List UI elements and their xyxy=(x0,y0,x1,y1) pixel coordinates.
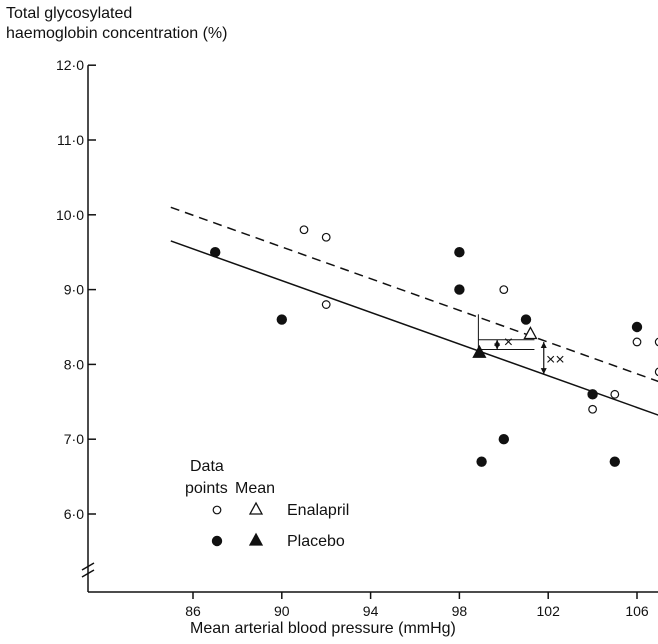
axes: 6·07·08·09·010·011·012·08690949810210611… xyxy=(56,57,658,619)
annotation-arrow-xx-head xyxy=(541,342,547,348)
data-point-enalapril xyxy=(500,286,508,294)
x-tick-label: 94 xyxy=(363,603,379,619)
legend-label-placebo: Placebo xyxy=(287,533,345,550)
y-tick-label: 8·0 xyxy=(64,356,84,372)
data-point-placebo xyxy=(211,248,220,257)
regression-lines xyxy=(171,207,658,439)
legend-header-points: points xyxy=(185,480,228,497)
legend-marker-placebo-point xyxy=(212,536,221,545)
legend-label-enalapril: Enalapril xyxy=(287,502,349,519)
y-tick-label: 7·0 xyxy=(64,431,84,447)
data-point-enalapril xyxy=(322,301,330,309)
data-point-enalapril xyxy=(300,226,308,234)
x-tick-label: 106 xyxy=(625,603,649,619)
annotations: ××× xyxy=(478,314,564,374)
y-tick-label: 6·0 xyxy=(64,506,84,522)
legend-marker-enalapril-mean xyxy=(250,503,262,514)
data-point-placebo xyxy=(499,435,508,444)
data-points xyxy=(211,226,658,466)
regression-line-placebo xyxy=(171,241,658,439)
annotation-x: × xyxy=(504,334,513,351)
data-point-placebo xyxy=(632,322,641,331)
x-tick-label: 86 xyxy=(185,603,201,619)
data-point-placebo xyxy=(521,315,530,324)
annotation-arrow-x-head xyxy=(494,343,500,349)
data-point-placebo xyxy=(477,457,486,466)
data-point-placebo xyxy=(588,390,597,399)
data-point-enalapril xyxy=(633,338,641,346)
legend-marker-enalapril-point xyxy=(213,506,221,514)
legend-header-mean: Mean xyxy=(235,480,275,497)
data-point-placebo xyxy=(455,285,464,294)
mean-marker-enalapril xyxy=(524,327,536,338)
x-tick-label: 98 xyxy=(452,603,468,619)
mean-marker-placebo xyxy=(473,346,485,357)
data-point-enalapril xyxy=(589,405,597,413)
y-tick-label: 10·0 xyxy=(56,207,84,223)
data-point-enalapril xyxy=(611,391,619,399)
x-tick-label: 90 xyxy=(274,603,290,619)
y-tick-label: 11·0 xyxy=(57,132,84,148)
data-point-placebo xyxy=(455,248,464,257)
legend-marker-placebo-mean xyxy=(250,534,262,545)
y-tick-label: 12·0 xyxy=(56,57,84,73)
x-tick-label: 102 xyxy=(537,603,561,619)
regression-line-enalapril xyxy=(171,207,658,405)
data-point-placebo xyxy=(277,315,286,324)
data-point-enalapril xyxy=(322,233,330,241)
legend: Data points Mean Enalapril Placebo xyxy=(185,458,349,550)
annotation-xx: ×× xyxy=(546,351,565,368)
x-axis-title: Mean arterial blood pressure (mmHg) xyxy=(190,620,456,638)
data-point-placebo xyxy=(610,457,619,466)
y-tick-label: 9·0 xyxy=(64,282,84,298)
legend-header-data: Data xyxy=(190,458,224,475)
